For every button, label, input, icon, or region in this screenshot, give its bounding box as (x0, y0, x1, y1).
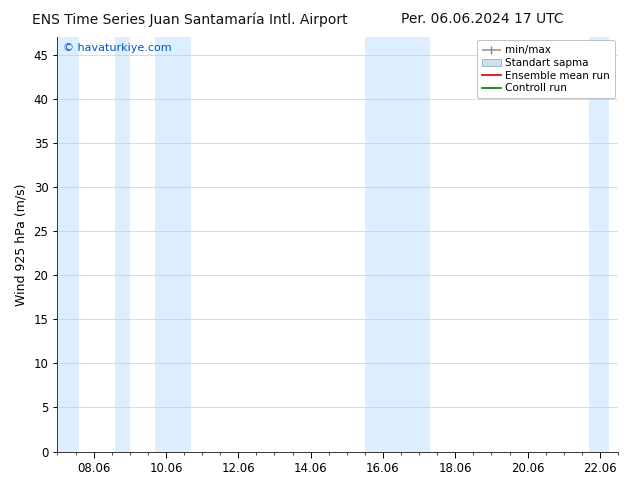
Bar (155, 37, 191, 452)
Bar (58, 37, 79, 452)
Text: ENS Time Series Juan Santamaría Intl. Airport: ENS Time Series Juan Santamaría Intl. Ai… (32, 12, 348, 27)
Bar (365, 37, 401, 452)
Bar (401, 37, 430, 452)
Y-axis label: Wind 925 hPa (m/s): Wind 925 hPa (m/s) (15, 183, 28, 306)
Bar (115, 37, 130, 452)
Text: © havaturkiye.com: © havaturkiye.com (63, 43, 172, 53)
Text: Per. 06.06.2024 17 UTC: Per. 06.06.2024 17 UTC (401, 12, 563, 26)
Legend: min/max, Standart sapma, Ensemble mean run, Controll run: min/max, Standart sapma, Ensemble mean r… (477, 40, 615, 98)
Bar (589, 37, 609, 452)
